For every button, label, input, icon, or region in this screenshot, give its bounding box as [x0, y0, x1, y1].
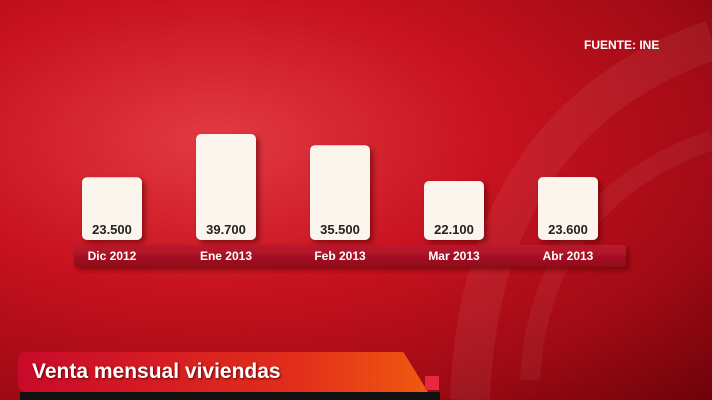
category-label: Abr 2013	[543, 249, 594, 263]
bar-1	[196, 134, 256, 240]
source-label: FUENTE: INE	[584, 38, 660, 52]
decorative-square	[425, 376, 439, 390]
category-label: Ene 2013	[200, 249, 252, 263]
data-label: 22.100	[434, 222, 474, 237]
bar-4	[538, 176, 598, 240]
data-label: 35.500	[320, 222, 360, 237]
bar-chart: 23.500 Dic 2012 39.700 Ene 2013 35.500 Feb 20…	[74, 134, 626, 267]
category-label: Mar 2013	[428, 249, 480, 263]
category-label: Dic 2012	[88, 249, 137, 263]
data-label: 23.600	[548, 222, 588, 237]
chart-title: Venta mensual viviendas	[32, 360, 281, 383]
lower-strip	[20, 392, 440, 400]
bar-0	[82, 177, 142, 240]
category-label: Feb 2013	[314, 249, 366, 263]
axis-band	[74, 245, 626, 267]
data-label: 39.700	[206, 222, 246, 237]
bar-2	[310, 145, 370, 240]
decorative-arc	[450, 21, 712, 400]
title-band	[18, 352, 428, 392]
data-label: 23.500	[92, 222, 132, 237]
bar-3	[424, 180, 484, 240]
